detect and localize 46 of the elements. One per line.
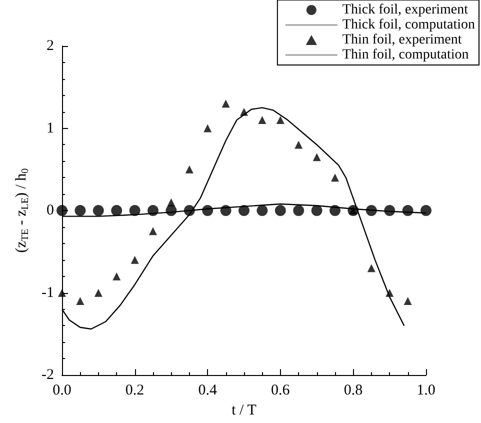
point [129,205,140,216]
x-tick-label: 0.0 [52,382,72,399]
point [311,205,322,216]
y-axis-title: (zTE - zLE) / h0 [14,168,32,253]
x-tick-label: 0.4 [198,382,218,399]
point [420,205,432,216]
x-tick-label: 0.6 [271,382,290,399]
legend-label: Thin foil, experiment [342,32,462,48]
point [256,205,268,216]
point [312,153,321,162]
point [404,297,412,306]
point [74,205,86,216]
point [94,288,102,297]
point [130,256,139,264]
point [92,205,104,216]
point [56,205,68,216]
point [294,140,303,149]
point [204,124,212,132]
point [149,227,157,236]
point [112,272,121,280]
y-tick-label: 0 [46,202,54,219]
point [167,198,176,206]
legend-label: Thin foil, computation [342,48,469,62]
legend-label: Thick foil, computation [342,18,476,32]
y-tick-label: -2 [42,367,54,384]
y-tick-label: 2 [46,38,54,54]
point [222,100,230,108]
point [58,288,66,297]
y-tick-label: -1 [42,284,54,301]
point [276,116,284,124]
point [111,205,122,216]
x-axis-title: t / T [232,402,256,418]
point [76,297,84,306]
point [367,264,376,272]
y-tick-label: 1 [46,120,54,136]
point [293,205,304,216]
point [185,165,194,174]
point [258,116,266,124]
point [238,205,250,216]
x-tick-label: 0.8 [344,382,363,399]
point [330,205,340,216]
point [274,205,286,216]
x-tick-label: 1.0 [416,382,436,399]
legend-label: Thick foil, experiment [342,2,468,18]
x-tick-label: 0.2 [125,382,144,399]
point [331,174,339,182]
